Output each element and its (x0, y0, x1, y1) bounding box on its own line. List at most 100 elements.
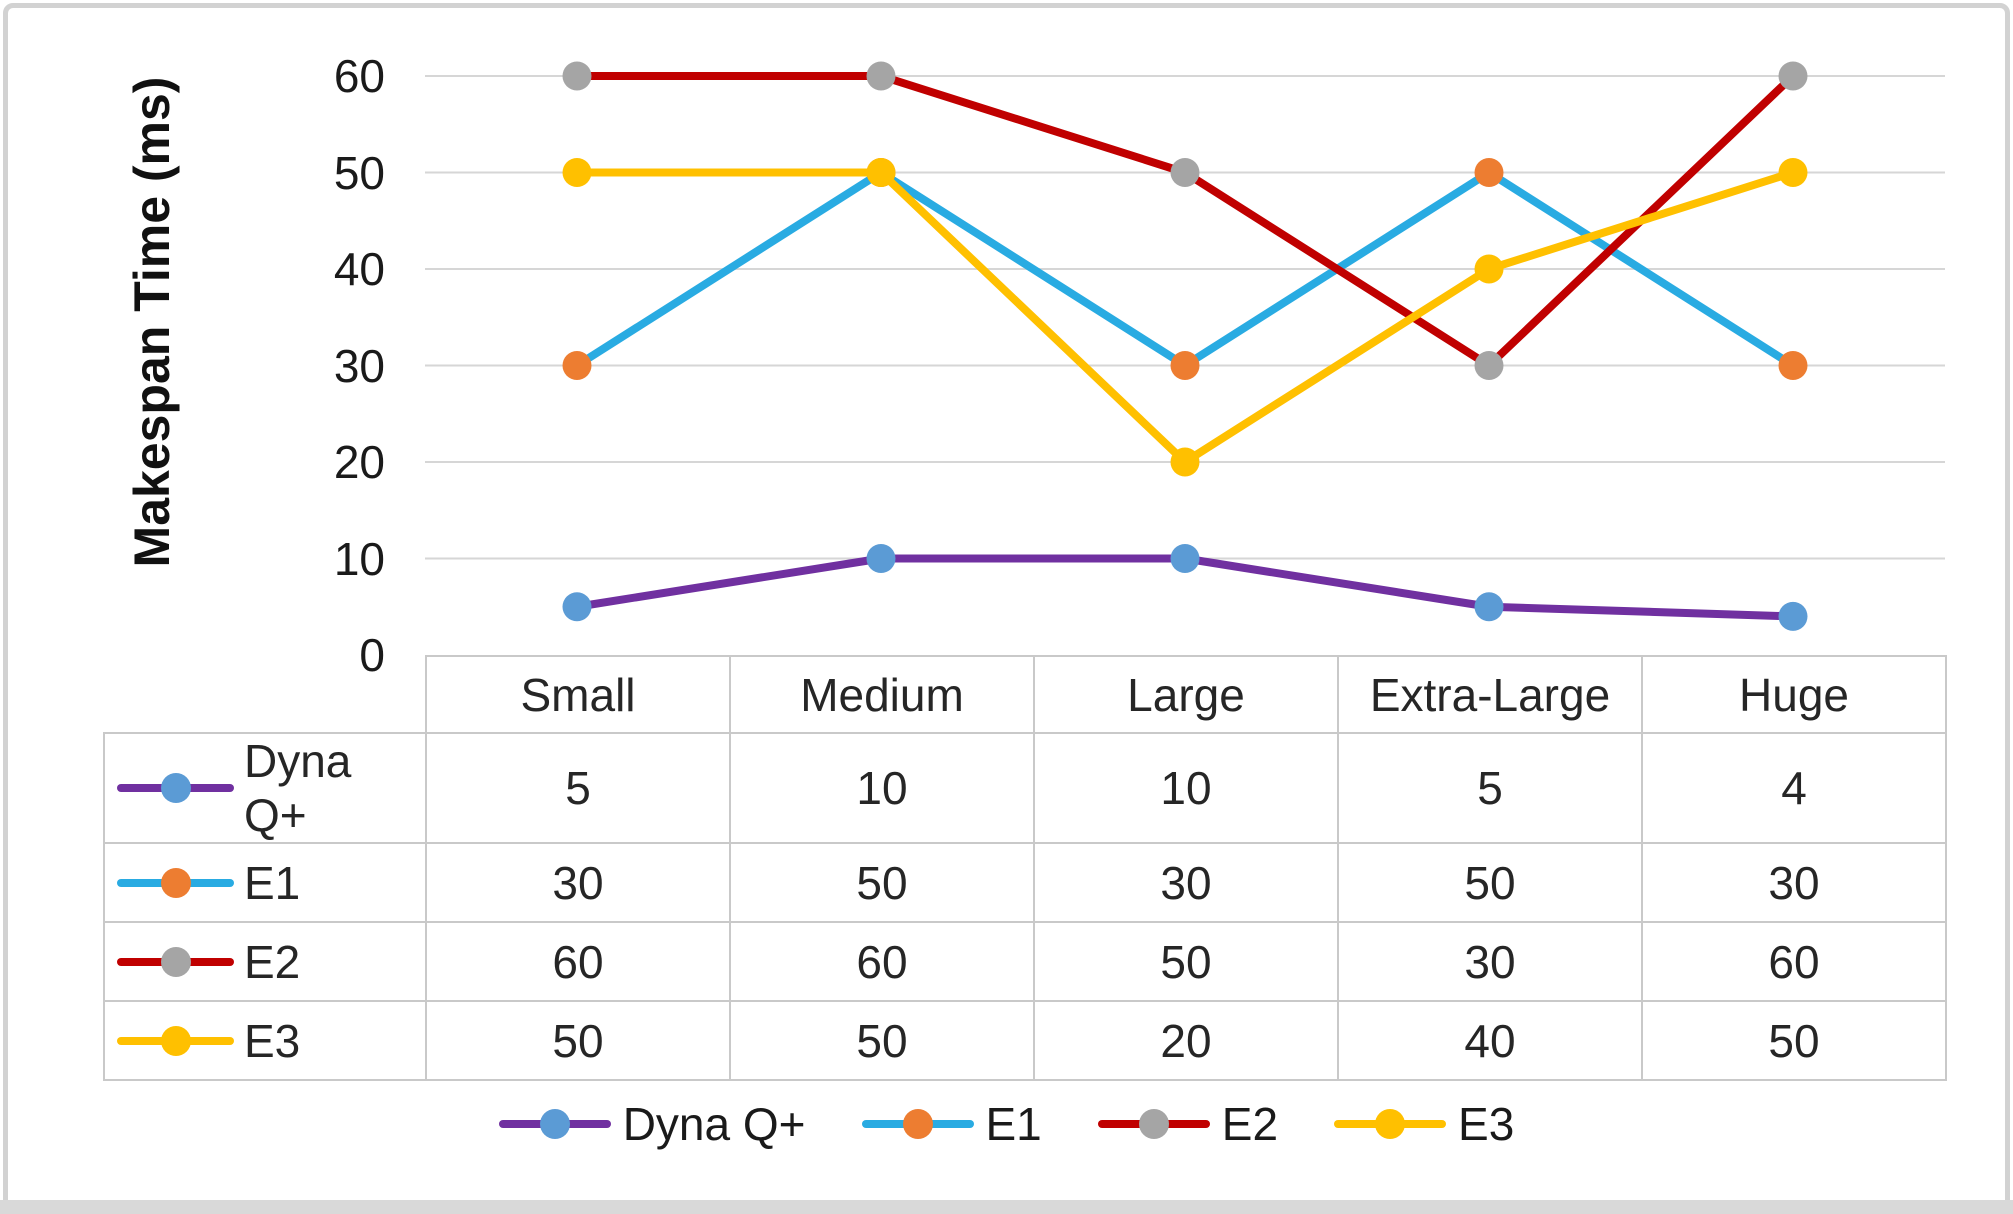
data-point-marker-Dyna Q+-Huge (1778, 601, 1808, 631)
row-header-content: E1 (105, 856, 425, 910)
table-row-E1: E1 30 50 30 50 30 (103, 842, 1947, 923)
table-header-row: Small Medium Large Extra-Large Huge (104, 655, 1947, 734)
legend-key-marker (161, 1025, 191, 1056)
series-name-label: E2 (244, 935, 301, 988)
legend-item-E2: E2 (1097, 1097, 1279, 1151)
table-cell-E3-Large: 20 (1033, 1000, 1339, 1081)
data-point-marker-E3-Large (1170, 447, 1200, 477)
legend-label-E1: E1 (985, 1098, 1042, 1150)
table-cell-E2-Small: 60 (425, 921, 731, 1002)
legend-item-E3: E3 (1334, 1097, 1514, 1151)
bottom-gray-strip (0, 1200, 2013, 1214)
table-cell-E1-Large: 30 (1033, 842, 1339, 923)
data-point-marker-E2-Small (562, 61, 592, 91)
data-point-marker-E1-Extra-Large (1474, 158, 1504, 187)
series-name-label: E1 (244, 856, 301, 909)
legend-item-E1: E1 (861, 1097, 1042, 1151)
table-cell-E1-Extra-Large: 50 (1337, 842, 1643, 923)
table-cell-E1-Medium: 50 (729, 842, 1035, 923)
table-cell-Dyna Q+-Small: 5 (425, 732, 731, 844)
y-tick-label-50: 50 (333, 146, 385, 199)
data-point-marker-E3-Extra-Large (1474, 254, 1504, 284)
table-cell-Dyna Q+-Extra-Large: 5 (1337, 732, 1643, 844)
data-point-marker-E2-Extra-Large (1474, 351, 1504, 380)
legend-key-marker (161, 946, 191, 977)
y-tick-label-40: 40 (333, 243, 385, 295)
table-cell-E3-Small: 50 (425, 1000, 731, 1081)
data-point-marker-E2-Medium (866, 61, 896, 91)
legend-key-E3 (1334, 1108, 1447, 1140)
table-cell-E3-Medium: 50 (729, 1000, 1035, 1081)
table-cell-E2-Medium: 60 (729, 921, 1035, 1002)
y-axis-title: Makespan Time (ms) (124, 76, 180, 568)
series-name-label: Dyna Q+ (244, 735, 352, 841)
y-tick-label-60: 60 (333, 50, 385, 102)
table-cell-Dyna Q+-Medium: 10 (729, 732, 1035, 844)
table-cell-Dyna Q+-Huge: 4 (1641, 732, 1947, 844)
data-point-marker-E3-Medium (866, 158, 896, 187)
legend-key-marker (902, 1109, 933, 1139)
legend-key-E1 (117, 867, 234, 899)
y-tick-label-20: 20 (333, 436, 385, 488)
data-point-marker-E2-Huge (1778, 61, 1808, 91)
data-point-marker-Dyna Q+-Medium (866, 544, 896, 573)
legend-key-E3 (117, 1025, 234, 1057)
table-row-E3: E3 50 50 20 40 50 (103, 1000, 1947, 1081)
row-header-content: E3 (105, 1014, 425, 1068)
column-header-Extra-Large: Extra-Large (1337, 655, 1643, 734)
data-point-marker-Dyna Q+-Small (562, 592, 592, 622)
series-line-E3 (573, 168, 1797, 466)
table-row-E2: E2 60 60 50 30 60 (103, 921, 1947, 1002)
table-corner-cell (104, 656, 426, 733)
legend-key-marker (539, 1109, 570, 1139)
table-row-Dyna Q+: Dyna Q+ 5 10 10 5 4 (103, 732, 1947, 844)
y-tick-label-30: 30 (333, 339, 385, 392)
chart-legend: Dyna Q+ E1 E2 E3 (0, 1094, 2013, 1154)
legend-key-E2 (117, 946, 234, 978)
data-point-marker-E2-Large (1170, 158, 1200, 187)
data-point-marker-E1-Small (562, 351, 592, 380)
legend-label-E3: E3 (1458, 1098, 1515, 1150)
row-header-E2: E2 (103, 921, 427, 1002)
legend-key-E1 (861, 1108, 974, 1140)
legend-item-Dyna Q+: Dyna Q+ (498, 1097, 806, 1151)
table-cell-Dyna Q+-Large: 10 (1033, 732, 1339, 844)
series-line-E2 (573, 72, 1797, 370)
table-cell-E3-Extra-Large: 40 (1337, 1000, 1643, 1081)
legend-key-Dyna Q+ (117, 772, 234, 804)
y-tick-label-10: 10 (333, 532, 385, 585)
data-point-marker-E3-Small (562, 158, 592, 187)
table-cell-E3-Huge: 50 (1641, 1000, 1947, 1081)
legend-key-marker (1138, 1109, 1169, 1139)
row-header-content: E2 (105, 935, 425, 989)
data-point-marker-E1-Large (1170, 351, 1200, 380)
data-point-marker-Dyna Q+-Extra-Large (1474, 592, 1504, 622)
legend-key-marker (1375, 1109, 1406, 1139)
y-tick-label-0: 0 (359, 629, 385, 681)
row-header-E1: E1 (103, 842, 427, 923)
table-cell-E2-Large: 50 (1033, 921, 1339, 1002)
legend-label-Dyna Q+: Dyna Q+ (622, 1098, 806, 1150)
column-header-Small: Small (425, 655, 731, 734)
table-cell-E2-Huge: 60 (1641, 921, 1947, 1002)
table-cell-E2-Extra-Large: 30 (1337, 921, 1643, 1002)
column-header-Large: Large (1033, 655, 1339, 734)
column-header-Huge: Huge (1641, 655, 1947, 734)
data-point-marker-E3-Huge (1778, 158, 1808, 187)
data-point-marker-Dyna Q+-Large (1170, 544, 1200, 573)
legend-key-Dyna Q+ (498, 1108, 611, 1140)
data-point-marker-E1-Huge (1778, 351, 1808, 380)
legend-label-E2: E2 (1221, 1098, 1279, 1150)
row-header-E3: E3 (103, 1000, 427, 1081)
legend-key-E2 (1097, 1108, 1210, 1140)
row-header-Dyna Q+: Dyna Q+ (103, 732, 427, 844)
row-header-content: Dyna Q+ (105, 734, 425, 842)
table-cell-E1-Huge: 30 (1641, 842, 1947, 923)
legend-key-marker (161, 867, 191, 898)
table-cell-E1-Small: 30 (425, 842, 731, 923)
legend-key-marker (161, 773, 191, 803)
chart-data-table: Small Medium Large Extra-Large Huge Dyna Q+ 5 1… (103, 655, 1947, 1081)
column-header-Medium: Medium (729, 655, 1035, 734)
